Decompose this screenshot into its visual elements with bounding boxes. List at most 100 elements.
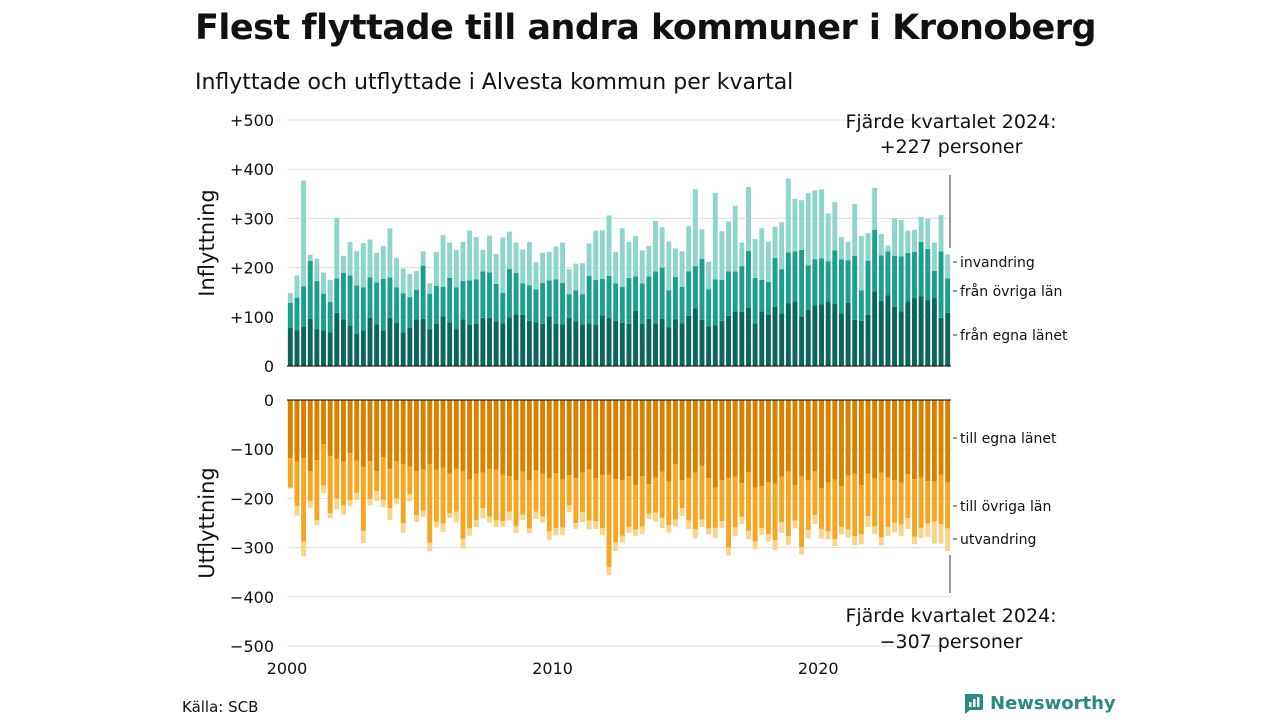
bar-segment <box>560 282 566 325</box>
bar-segment <box>838 237 844 260</box>
bar-segment <box>646 400 652 485</box>
bar-segment <box>653 512 658 522</box>
bar-segment <box>347 500 353 507</box>
bar-segment <box>905 230 911 253</box>
bar-segment <box>832 250 838 305</box>
bar-segment <box>739 400 745 484</box>
bar-segment <box>573 523 579 529</box>
bar-segment <box>533 289 539 323</box>
bar-segment <box>905 518 911 529</box>
bar-segment <box>838 526 844 535</box>
bar-segment <box>367 400 373 462</box>
bar-segment <box>646 513 652 520</box>
bar-segment <box>626 400 632 477</box>
bar-segment <box>686 315 692 366</box>
bar-segment <box>772 400 778 484</box>
bar-segment <box>845 400 851 476</box>
bar-segment <box>646 318 652 366</box>
bar-segment <box>772 540 778 551</box>
series-label: från övriga län <box>960 283 1062 300</box>
bar-segment <box>493 321 499 366</box>
bar-segment <box>593 324 599 366</box>
y-tick-label: 0 <box>264 391 274 410</box>
bar-segment <box>540 473 546 517</box>
bar-segment <box>407 466 413 494</box>
bar-segment <box>892 400 898 481</box>
x-tick-label: 2000 <box>267 659 308 678</box>
bar-segment <box>314 329 320 366</box>
bar-segment <box>500 292 506 324</box>
y-tick-label: −100 <box>230 440 274 459</box>
bar-segment <box>799 249 805 317</box>
series-label: utvandring <box>960 532 1036 548</box>
bar-segment <box>938 523 944 544</box>
bar-segment <box>646 484 652 514</box>
bar-segment <box>619 322 625 366</box>
bar-segment <box>838 259 844 314</box>
bar-segment <box>925 400 931 482</box>
bar-segment <box>692 529 698 539</box>
bar-segment <box>354 460 360 493</box>
bar-segment <box>805 529 811 539</box>
bar-segment <box>765 241 771 282</box>
bar-segment <box>294 330 300 366</box>
bar-segment <box>354 285 360 335</box>
bar-segment <box>566 294 572 318</box>
bar-segment <box>400 400 406 464</box>
bar-segment <box>340 400 346 462</box>
bar-segment <box>480 249 486 272</box>
bar-segment <box>447 400 453 474</box>
bar-segment <box>785 471 791 537</box>
bar-segment <box>739 516 745 524</box>
bar-segment <box>746 400 751 473</box>
bar-segment <box>679 286 685 324</box>
bar-segment <box>838 400 844 487</box>
bar-segment <box>699 400 705 466</box>
bar-segment <box>659 518 665 528</box>
bar-segment <box>453 287 459 330</box>
bar-segment <box>858 290 864 321</box>
bar-segment <box>945 482 951 529</box>
bar-segment <box>314 258 320 281</box>
bar-segment <box>301 458 307 542</box>
bar-segment <box>287 400 293 459</box>
bar-segment <box>414 515 419 523</box>
bar-segment <box>307 318 313 366</box>
bar-segment <box>533 322 539 366</box>
bar-segment <box>925 248 931 301</box>
bar-segment <box>307 260 313 319</box>
bar-segment <box>912 536 917 545</box>
bar-segment <box>414 319 419 366</box>
bar-segment <box>759 527 765 535</box>
bar-segment <box>380 499 386 508</box>
bar-segment <box>407 493 413 502</box>
bar-segment <box>619 286 625 323</box>
bar-segment <box>885 295 891 366</box>
bar-segment <box>699 519 705 527</box>
total-annotation-line: −307 personer <box>880 631 1023 653</box>
bar-segment <box>453 329 459 366</box>
bar-segment <box>666 327 672 366</box>
bar-segment <box>599 475 605 528</box>
bar-segment <box>433 521 439 528</box>
bar-segment <box>513 314 519 366</box>
bar-segment <box>307 500 313 509</box>
bar-segment <box>500 400 506 475</box>
bar-segment <box>553 400 559 474</box>
bar-segment <box>360 243 366 288</box>
bar-segment <box>686 226 692 272</box>
bar-segment <box>360 530 366 544</box>
bar-segment <box>739 242 745 267</box>
bar-segment <box>633 485 639 530</box>
bar-segment <box>513 242 519 274</box>
bar-segment <box>765 314 771 366</box>
bar-segment <box>845 242 851 261</box>
bar-segment <box>374 252 380 283</box>
bar-segment <box>858 400 864 486</box>
bar-segment <box>301 541 307 557</box>
bar-segment <box>493 253 499 284</box>
bar-segment <box>732 527 738 537</box>
bar-segment <box>580 324 585 366</box>
bar-segment <box>553 279 559 324</box>
bar-segment <box>360 287 366 331</box>
